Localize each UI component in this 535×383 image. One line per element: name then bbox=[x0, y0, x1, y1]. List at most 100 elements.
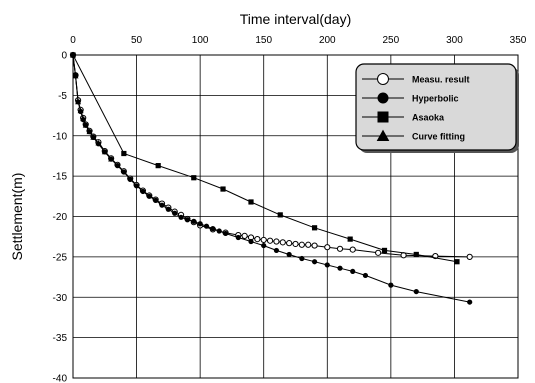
y-tick-label: -35 bbox=[53, 333, 68, 344]
data-point bbox=[298, 241, 305, 248]
data-point bbox=[413, 288, 419, 295]
data-point bbox=[108, 156, 115, 162]
data-point bbox=[90, 134, 97, 140]
data-point bbox=[146, 193, 152, 199]
data-point bbox=[101, 148, 108, 155]
legend-marker bbox=[377, 73, 389, 85]
data-point bbox=[254, 236, 261, 243]
data-point bbox=[203, 223, 210, 229]
legend-label: Measu. result bbox=[412, 75, 470, 85]
legend-box bbox=[355, 63, 517, 151]
data-point bbox=[114, 163, 121, 169]
data-point bbox=[220, 186, 226, 192]
data-point bbox=[336, 245, 344, 252]
data-point bbox=[292, 240, 299, 248]
data-point bbox=[178, 214, 184, 220]
data-point bbox=[350, 268, 356, 275]
y-tick-label: -20 bbox=[53, 212, 68, 223]
y-tick-label: 0 bbox=[61, 51, 67, 62]
data-point bbox=[191, 175, 197, 181]
data-point bbox=[286, 251, 292, 258]
data-point bbox=[210, 226, 216, 232]
data-point bbox=[349, 246, 356, 253]
data-point bbox=[155, 163, 161, 169]
data-point bbox=[216, 228, 222, 234]
x-tick-label: 350 bbox=[510, 35, 527, 46]
data-point bbox=[311, 225, 318, 231]
data-point bbox=[467, 299, 473, 305]
y-tick-label: -10 bbox=[53, 131, 68, 142]
data-point bbox=[121, 169, 127, 175]
data-point bbox=[279, 239, 286, 246]
data-point bbox=[248, 199, 254, 205]
data-point bbox=[165, 206, 171, 212]
y-tick-label: -5 bbox=[58, 91, 67, 102]
x-tick-label: 100 bbox=[192, 35, 209, 46]
x-tick-label: 0 bbox=[70, 35, 76, 46]
data-point bbox=[381, 247, 388, 254]
legend: Measu. result Hyperbolic Asaoka Curve fitti… bbox=[355, 63, 519, 153]
data-point bbox=[197, 221, 203, 227]
data-point bbox=[75, 98, 82, 105]
legend-label: Hyperbolic bbox=[412, 94, 459, 104]
data-point bbox=[235, 234, 241, 241]
data-point bbox=[277, 212, 283, 218]
legend-marker bbox=[377, 92, 389, 104]
x-tick-label: 300 bbox=[446, 35, 463, 46]
data-point bbox=[337, 265, 343, 271]
data-point bbox=[77, 107, 84, 114]
data-point bbox=[80, 115, 87, 122]
data-point bbox=[311, 259, 318, 265]
x-tick-label: 250 bbox=[383, 35, 400, 46]
data-point bbox=[222, 230, 229, 237]
legend-label: Asaoka bbox=[412, 113, 445, 123]
y-tick-label: -25 bbox=[53, 252, 68, 263]
data-point bbox=[70, 52, 76, 58]
data-point bbox=[324, 244, 331, 251]
y-axis-ticks: 0 -5 -10 -15 -20 -25 -30 -35 -40 bbox=[53, 51, 68, 383]
data-point bbox=[324, 262, 330, 268]
data-point bbox=[299, 255, 305, 262]
data-point bbox=[140, 188, 146, 195]
data-point bbox=[266, 237, 274, 244]
data-point bbox=[95, 140, 102, 146]
data-point bbox=[184, 217, 191, 223]
data-point bbox=[172, 210, 178, 216]
data-point bbox=[82, 122, 89, 128]
data-point bbox=[305, 241, 312, 248]
data-point bbox=[86, 128, 93, 135]
data-point bbox=[273, 238, 280, 245]
y-tick-label: -30 bbox=[53, 293, 68, 304]
legend-marker bbox=[377, 111, 389, 123]
x-axis-title: Time interval(day) bbox=[240, 11, 352, 27]
data-point bbox=[388, 282, 394, 288]
plot-frame bbox=[72, 54, 519, 379]
data-point bbox=[260, 236, 267, 244]
series-line bbox=[72, 54, 112, 160]
data-point bbox=[159, 202, 165, 208]
x-tick-label: 150 bbox=[255, 35, 272, 46]
data-point bbox=[72, 73, 79, 79]
data-point bbox=[248, 238, 254, 245]
data-point bbox=[362, 272, 369, 279]
data-point bbox=[311, 242, 318, 249]
data-point bbox=[241, 232, 248, 239]
data-point bbox=[454, 259, 460, 265]
data-point bbox=[127, 176, 133, 182]
data-point bbox=[466, 253, 473, 260]
x-tick-label: 50 bbox=[131, 35, 143, 46]
y-tick-label: -40 bbox=[53, 374, 68, 383]
data-point bbox=[261, 242, 267, 249]
data-point bbox=[121, 150, 127, 157]
legend-label: Curve fitting bbox=[412, 132, 465, 142]
legend-marker bbox=[376, 129, 390, 142]
x-tick-label: 200 bbox=[319, 35, 336, 46]
data-point bbox=[153, 197, 159, 203]
data-point bbox=[413, 251, 419, 258]
x-axis-ticks: 0 50 100 150 200 250 300 350 bbox=[70, 35, 527, 46]
data-point bbox=[133, 183, 140, 189]
series-filled-triangle bbox=[70, 52, 115, 162]
series-group bbox=[69, 51, 473, 305]
data-point bbox=[273, 247, 280, 254]
